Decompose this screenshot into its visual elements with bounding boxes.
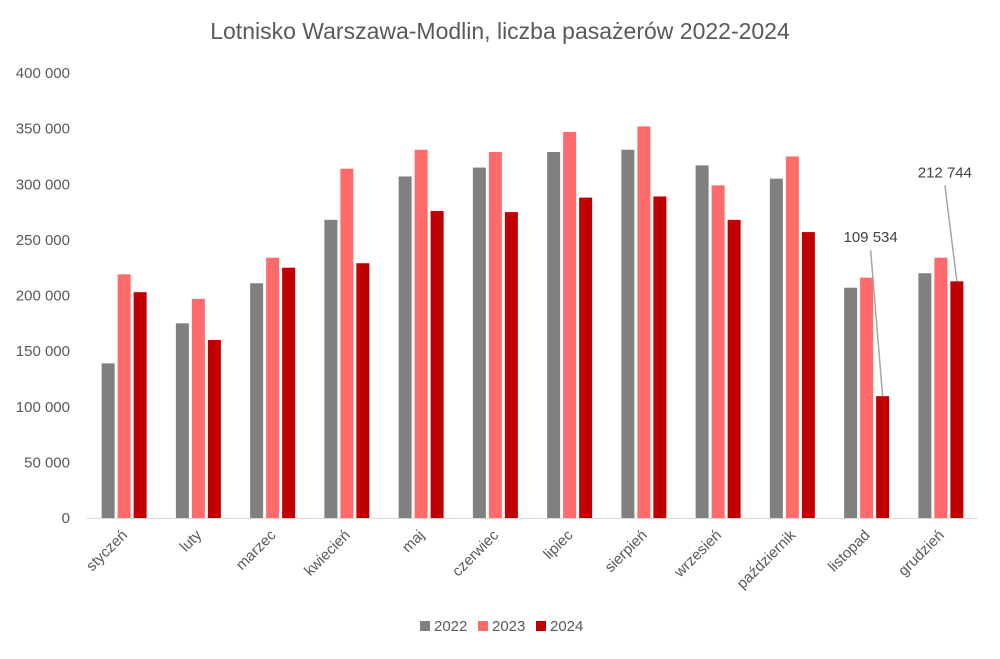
- legend-label: 2022: [434, 618, 467, 635]
- bar-2022-11: [918, 273, 932, 518]
- legend-swatch-2023: [478, 621, 488, 631]
- bar-2024-8: [727, 219, 741, 518]
- bar-2024-11: [950, 281, 964, 518]
- bar-2022-7: [621, 149, 635, 518]
- x-tick-label: styczeń: [83, 527, 131, 575]
- annotation-leader-line: [944, 185, 958, 282]
- x-tick-label: kwiecień: [301, 527, 354, 580]
- bar-2024-5: [504, 212, 518, 518]
- x-tick-label: luty: [177, 526, 206, 555]
- x-tick-label: wrzesień: [670, 527, 725, 582]
- bar-2024-0: [133, 292, 147, 518]
- bar-2023-1: [191, 298, 205, 518]
- bar-2024-4: [430, 210, 444, 518]
- bar-2024-9: [801, 232, 815, 518]
- y-tick-label: 50 000: [24, 454, 70, 471]
- y-tick-label: 150 000: [16, 343, 70, 360]
- x-tick-label: maj: [399, 527, 428, 556]
- y-tick-label: 350 000: [16, 121, 70, 138]
- bar-2023-7: [637, 126, 651, 519]
- legend-label: 2023: [492, 618, 525, 635]
- bar-2022-8: [695, 165, 709, 518]
- bar-2024-2: [282, 267, 296, 518]
- legend-swatch-2024: [536, 621, 546, 631]
- bar-2023-8: [711, 185, 725, 519]
- y-tick-label: 200 000: [16, 288, 70, 305]
- bar-2024-6: [579, 197, 593, 518]
- bar-2022-2: [250, 283, 264, 518]
- bar-2022-10: [844, 287, 858, 518]
- bar-2023-4: [414, 149, 428, 518]
- x-tick-label: październik: [734, 526, 800, 592]
- bar-2023-5: [488, 151, 502, 519]
- y-tick-label: 300 000: [16, 176, 70, 193]
- bar-2022-1: [175, 323, 189, 518]
- legend-label: 2024: [550, 618, 583, 635]
- bar-2022-9: [769, 178, 783, 518]
- bar-2023-10: [860, 277, 874, 518]
- y-tick-label: 400 000: [16, 65, 70, 82]
- data-label: 212 744: [918, 164, 972, 181]
- bar-2023-11: [934, 257, 948, 518]
- bar-2023-9: [785, 156, 799, 518]
- bar-2022-6: [547, 151, 561, 519]
- y-tick-label: 0: [62, 510, 70, 527]
- x-tick-label: grudzień: [895, 527, 948, 580]
- y-tick-label: 100 000: [16, 399, 70, 416]
- x-tick-label: czerwiec: [449, 526, 503, 580]
- x-tick-label: sierpień: [602, 527, 651, 576]
- bar-2023-0: [117, 274, 131, 518]
- x-tick-label: lipiec: [540, 526, 577, 563]
- bar-2022-0: [101, 363, 115, 518]
- bar-2023-2: [266, 257, 280, 518]
- bar-2023-3: [340, 168, 354, 519]
- bar-2024-1: [207, 340, 221, 518]
- x-tick-label: listopad: [825, 527, 874, 576]
- annotation-leader-line: [869, 250, 884, 397]
- bar-2024-3: [356, 263, 370, 518]
- bar-2022-3: [324, 219, 338, 518]
- bar-2024-7: [653, 196, 667, 519]
- bar-2022-4: [398, 176, 412, 518]
- bar-2024-10: [876, 396, 890, 518]
- legend-swatch-2022: [420, 621, 430, 631]
- bar-2023-6: [563, 131, 577, 518]
- bar-2022-5: [472, 167, 486, 518]
- y-tick-label: 250 000: [16, 232, 70, 249]
- chart-title: Lotnisko Warszawa-Modlin, liczba pasażer…: [210, 18, 790, 44]
- data-label: 109 534: [844, 229, 898, 246]
- x-tick-label: marzec: [233, 526, 280, 573]
